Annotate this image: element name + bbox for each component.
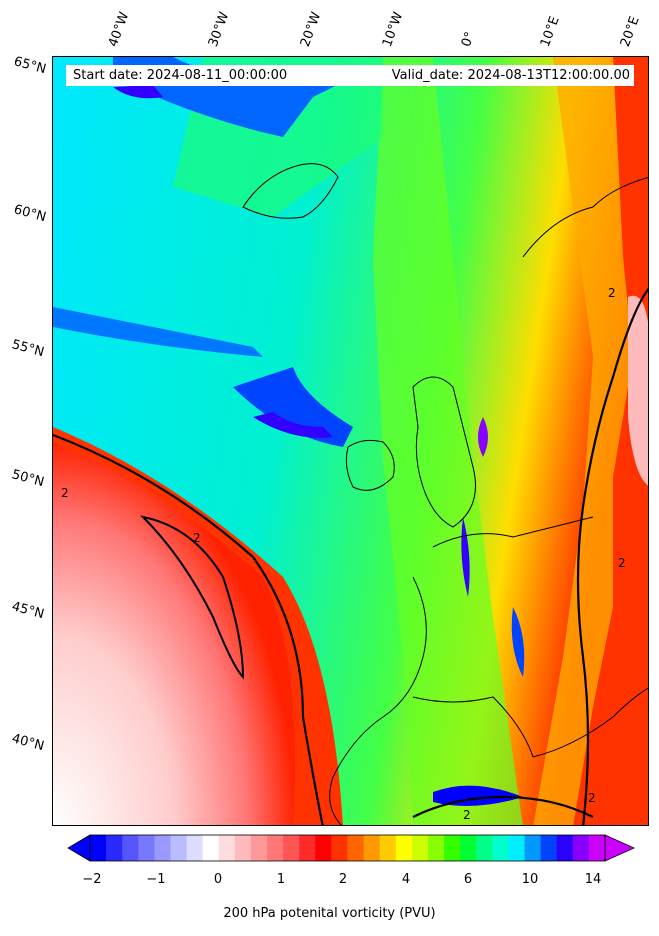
- contour-label: 2: [61, 486, 69, 500]
- lon-label: 0°: [458, 29, 479, 49]
- coastline-iberia-west: [329, 576, 427, 825]
- red-ridge-east: [573, 57, 648, 825]
- purple-blob-1: [478, 417, 488, 457]
- colorbar-tick: 4: [401, 872, 411, 887]
- colorbar-tick: −2: [82, 872, 102, 887]
- blue-streamer-core: [113, 85, 163, 99]
- colorbar-cell: [267, 835, 284, 861]
- colorbar: [67, 834, 635, 862]
- pink-ridge-sw: [53, 442, 295, 825]
- colorbar-cell: [283, 835, 300, 861]
- coastline-mediterranean: [532, 687, 648, 758]
- lat-label: 50°N: [10, 467, 46, 491]
- colorbar-cell: [476, 835, 493, 861]
- coastline-ireland: [345, 439, 395, 491]
- colorbar-cell: [347, 835, 365, 861]
- colorbar-cell: [395, 835, 413, 861]
- lat-label: 55°N: [10, 337, 46, 361]
- contour-label: 2: [588, 791, 596, 805]
- lon-label: 20°W: [297, 10, 325, 49]
- lat-label: 40°N: [10, 731, 46, 755]
- valid-date-text: Valid_date: 2024-08-13T12:00:00.00: [391, 68, 630, 83]
- lon-label: 10°W: [379, 10, 407, 49]
- colorbar-cell: [106, 835, 123, 861]
- colorbar-cell: [250, 835, 268, 861]
- lat-label: 65°N: [12, 54, 48, 78]
- colorbar-min-arrow: [67, 834, 91, 862]
- colorbar-cell: [138, 835, 155, 861]
- colorbar-cell: [379, 835, 397, 861]
- colorbar-tick: 2: [338, 872, 348, 887]
- colorbar-cell: [299, 835, 316, 861]
- date-info-bar: Start date: 2024-08-11_00:00:00 Valid_da…: [66, 65, 634, 86]
- colorbar-cell: [411, 835, 429, 861]
- colorbar-cell: [492, 835, 509, 861]
- coastlines: [242, 163, 648, 825]
- coastline-iberia-east: [412, 696, 534, 758]
- colorbar-tick: 0: [213, 872, 223, 887]
- colorbar-cells: [90, 835, 606, 861]
- start-date-text: Start date: 2024-08-11_00:00:00: [73, 68, 288, 83]
- coastline-norway: [522, 177, 648, 258]
- colorbar-max-arrow: [604, 834, 635, 862]
- colorbar-cell: [331, 835, 348, 861]
- pink-patch-east: [628, 295, 648, 486]
- lon-label: 10°E: [537, 14, 563, 50]
- colorbar-cell: [90, 835, 107, 861]
- colorbar-cell: [524, 835, 542, 861]
- colorbar-cell: [572, 835, 590, 861]
- colorbar-cell: [315, 835, 332, 861]
- colorbar-tick: 6: [463, 872, 473, 887]
- colorbar-tick: 1: [276, 872, 286, 887]
- contour-label: 2: [193, 531, 201, 545]
- blue-filament-core: [253, 412, 333, 438]
- colorbar-cell: [186, 835, 204, 861]
- contour-label: 2: [463, 808, 471, 822]
- colorbar-tick: 10: [521, 872, 539, 887]
- pv2-contour-east: [576, 287, 648, 825]
- colorbar-cell: [588, 835, 606, 861]
- colorbar-tick: 14: [584, 872, 602, 887]
- colorbar-cell: [218, 835, 236, 861]
- contour-labels: 2 2 2 2 2 2: [61, 286, 626, 822]
- coastline-iceland: [242, 163, 339, 219]
- colorbar-tick: −1: [146, 872, 166, 887]
- colorbar-cell: [154, 835, 171, 861]
- colorbar-cell: [170, 835, 188, 861]
- coastline-continent-north: [432, 516, 594, 548]
- colorbar-cell: [444, 835, 461, 861]
- lon-label: 20°E: [617, 14, 643, 50]
- pv-map: 2 2 2 2 2 2: [52, 56, 649, 826]
- colorbar-label: 200 hPa potenital vorticity (PVU): [223, 906, 436, 921]
- colorbar-cell: [234, 835, 252, 861]
- green-band: [373, 57, 523, 825]
- colorbar-cell: [122, 835, 139, 861]
- colorbar-frame: [89, 834, 606, 862]
- lon-label: 30°W: [205, 10, 233, 49]
- colorbar-cell: [427, 835, 445, 861]
- lat-label: 45°N: [10, 599, 46, 623]
- pv-contour-field: 2 2 2 2 2 2: [53, 57, 648, 825]
- pv2-contour-sw-inner: [139, 515, 245, 680]
- blue-streamer-west: [53, 307, 263, 357]
- lon-label: 40°W: [105, 10, 133, 49]
- orange-band-east: [533, 57, 633, 825]
- colorbar-cell: [508, 835, 526, 861]
- contour-label: 2: [608, 286, 616, 300]
- coastline-great-britain: [412, 376, 476, 528]
- colorbar-cell: [460, 835, 477, 861]
- contour-label: 2: [618, 556, 626, 570]
- blue-blob-3: [511, 607, 525, 677]
- lat-label: 60°N: [12, 202, 48, 226]
- purple-blob-2: [461, 517, 470, 597]
- colorbar-cell: [202, 835, 220, 861]
- colorbar-cell: [556, 835, 574, 861]
- colorbar-cell: [363, 835, 381, 861]
- pv2-contour-south: [412, 795, 594, 818]
- colorbar-cell: [540, 835, 558, 861]
- pv2-contour-sw: [53, 433, 324, 825]
